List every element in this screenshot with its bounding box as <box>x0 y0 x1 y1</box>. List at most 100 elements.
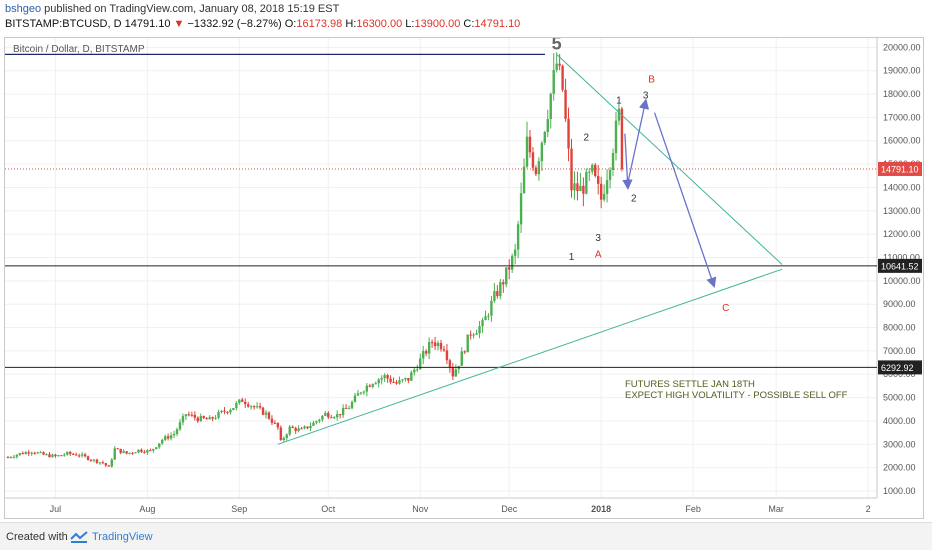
candle-body <box>386 375 389 379</box>
wave-label: 1 <box>569 252 575 263</box>
wave-label: 5 <box>552 38 562 54</box>
low-label: L: <box>405 18 415 30</box>
y-tick-label: 1000.00 <box>883 486 916 496</box>
candle-body <box>309 425 312 429</box>
candle-body <box>413 369 416 373</box>
candle-body <box>383 375 386 379</box>
price-chart[interactable]: 1000.002000.003000.004000.005000.006000.… <box>5 38 923 518</box>
candle-body <box>454 369 458 377</box>
candle-body <box>223 410 226 412</box>
candle-body <box>312 422 315 426</box>
candle-body <box>255 406 259 408</box>
y-tick-label: 16000.00 <box>883 136 921 146</box>
candle-body <box>321 415 324 420</box>
tradingview-logo-icon <box>70 531 88 543</box>
chart-frame: 1000.002000.003000.004000.005000.006000.… <box>4 37 924 519</box>
candle-body <box>267 412 271 419</box>
publish-info: bshgeo published on TradingView.com, Jan… <box>5 3 339 15</box>
y-tick-label: 3000.00 <box>883 439 916 449</box>
x-tick-label: Dec <box>501 504 518 514</box>
candle-body <box>451 367 455 377</box>
candle-body <box>505 267 508 285</box>
candle-body <box>63 454 66 456</box>
candle-body <box>205 418 208 420</box>
candle-body <box>18 453 22 455</box>
candle-body <box>558 63 561 66</box>
y-tick-label: 12000.00 <box>883 229 921 239</box>
candle-body <box>54 454 57 457</box>
close-label: C: <box>463 18 475 30</box>
candle-body <box>66 451 69 455</box>
candle-body <box>89 459 93 461</box>
candle-body <box>448 360 452 368</box>
candle-body <box>48 454 51 458</box>
candle-body <box>258 406 262 408</box>
candle-body <box>585 171 588 194</box>
publish-text: published on TradingView.com, January 08… <box>41 3 340 15</box>
candle-body <box>436 342 440 347</box>
candle-body <box>232 408 235 410</box>
wave-label: 3 <box>643 91 649 102</box>
candle-body <box>460 351 463 366</box>
candle-body <box>540 142 544 162</box>
candle-body <box>371 384 374 387</box>
candle-body <box>125 451 128 454</box>
candle-body <box>401 379 404 381</box>
candle-body <box>389 378 392 383</box>
candle-body <box>377 379 380 384</box>
candle-body <box>510 255 514 270</box>
y-tick-label: 14000.00 <box>883 182 921 192</box>
candle-body <box>184 414 188 417</box>
candle-body <box>359 392 363 394</box>
abc-label: C <box>722 303 729 314</box>
candle-body <box>33 452 36 454</box>
candle-body <box>98 462 102 464</box>
candle-body <box>430 342 434 344</box>
candle-body <box>30 452 33 454</box>
candle-body <box>466 334 469 353</box>
candle-body <box>273 422 277 424</box>
open-value: 16173.98 <box>296 18 343 30</box>
candle-body <box>276 422 280 428</box>
candle-body <box>241 399 244 402</box>
candle-body <box>172 433 176 436</box>
candle-body <box>475 333 478 335</box>
candle-body <box>36 452 39 454</box>
candle-body <box>190 414 194 416</box>
candle-body <box>39 452 42 454</box>
candle-body <box>113 448 116 460</box>
candle-body <box>143 451 146 453</box>
candle-body <box>80 454 84 456</box>
candle-body <box>9 457 13 459</box>
candle-body <box>392 382 395 384</box>
candle-body <box>576 183 579 192</box>
ohlc-bar: BITSTAMP:BTCUSD, D 14791.10 ▼ −1332.92 (… <box>5 18 520 30</box>
abc-label: A <box>595 249 602 260</box>
x-tick-label: Aug <box>139 504 155 514</box>
candle-body <box>83 454 87 457</box>
candle-body <box>499 282 502 297</box>
candle-body <box>416 369 419 371</box>
candle-body <box>306 426 309 429</box>
last-price-tag <box>878 161 922 176</box>
candle-body <box>249 406 253 408</box>
candle-body <box>356 393 360 396</box>
candle-body <box>244 401 247 405</box>
candle-body <box>95 459 99 463</box>
candle-body <box>478 326 481 334</box>
candle-body <box>596 176 600 184</box>
x-tick-label: 2 <box>866 504 871 514</box>
symbol-label: BITSTAMP:BTCUSD, D <box>5 18 122 30</box>
candle-body <box>264 412 268 415</box>
candle-body <box>202 416 205 419</box>
tradingview-brand-link[interactable]: TradingView <box>92 531 153 543</box>
candle-body <box>353 395 357 402</box>
close-value: 14791.10 <box>474 18 521 30</box>
candle-body <box>327 412 330 418</box>
author-link[interactable]: bshgeo <box>5 3 42 15</box>
candle-body <box>229 409 232 413</box>
candle-body <box>484 316 487 321</box>
x-tick-label: Mar <box>768 504 784 514</box>
candle-body <box>303 426 306 429</box>
candle-body <box>617 108 621 121</box>
